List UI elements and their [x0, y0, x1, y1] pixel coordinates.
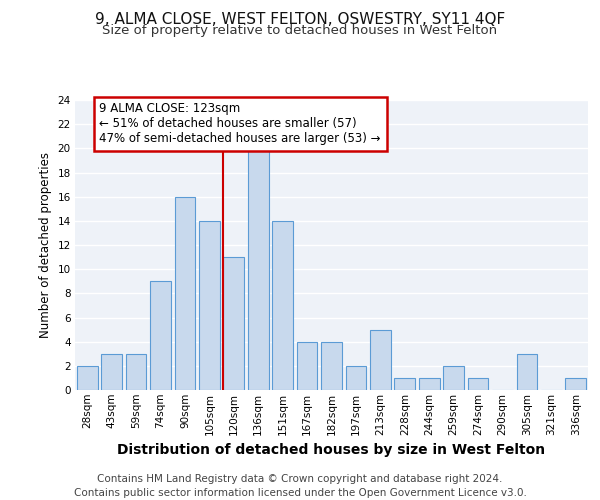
Bar — [443, 366, 464, 390]
Bar — [125, 354, 146, 390]
Text: Size of property relative to detached houses in West Felton: Size of property relative to detached ho… — [103, 24, 497, 37]
Bar — [346, 366, 367, 390]
Bar — [77, 366, 98, 390]
Text: 9 ALMA CLOSE: 123sqm
← 51% of detached houses are smaller (57)
47% of semi-detac: 9 ALMA CLOSE: 123sqm ← 51% of detached h… — [100, 102, 381, 146]
Bar — [419, 378, 440, 390]
Bar — [272, 221, 293, 390]
Text: Contains HM Land Registry data © Crown copyright and database right 2024.
Contai: Contains HM Land Registry data © Crown c… — [74, 474, 526, 498]
Bar — [296, 342, 317, 390]
Bar — [101, 354, 122, 390]
Bar — [199, 221, 220, 390]
X-axis label: Distribution of detached houses by size in West Felton: Distribution of detached houses by size … — [118, 443, 545, 457]
Text: 9, ALMA CLOSE, WEST FELTON, OSWESTRY, SY11 4QF: 9, ALMA CLOSE, WEST FELTON, OSWESTRY, SY… — [95, 12, 505, 28]
Bar — [394, 378, 415, 390]
Bar — [175, 196, 196, 390]
Bar — [467, 378, 488, 390]
Bar — [517, 354, 538, 390]
Y-axis label: Number of detached properties: Number of detached properties — [39, 152, 52, 338]
Bar — [248, 148, 269, 390]
Bar — [150, 281, 171, 390]
Bar — [565, 378, 586, 390]
Bar — [370, 330, 391, 390]
Bar — [321, 342, 342, 390]
Bar — [223, 257, 244, 390]
